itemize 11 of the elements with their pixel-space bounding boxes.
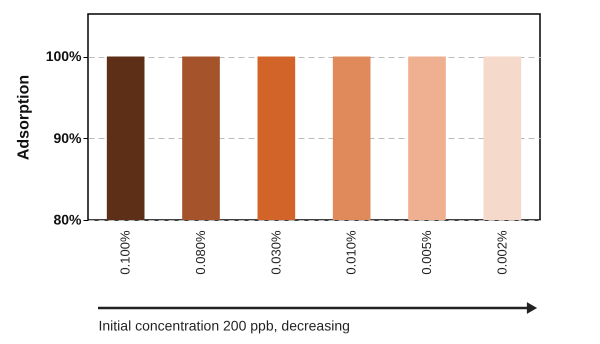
x-tick-label: 0.010% [344,230,359,275]
y-tick-label: 90% [53,130,82,146]
x-tick-label: 0.100% [118,230,133,275]
y-tick-label: 80% [53,212,82,228]
x-axis-title: Initial concentration 200 ppb, decreasing [98,318,350,334]
x-tick-label: 0.005% [419,230,434,275]
x-tick-label: 0.080% [193,230,208,275]
x-tick-label: 0.030% [268,230,284,275]
x-tick-label: 0.002% [494,230,510,275]
y-tick-label: 100% [46,48,82,64]
y-axis-title: Adsorption [16,74,33,160]
